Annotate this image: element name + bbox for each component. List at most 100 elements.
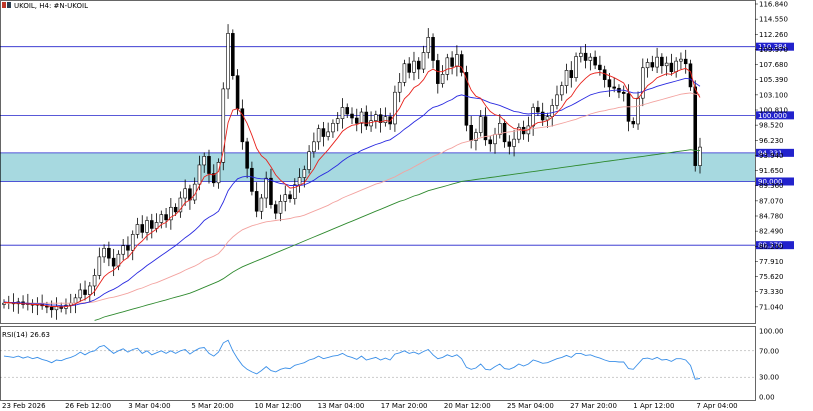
candle-body [426,37,431,53]
support-zone [0,152,755,182]
y-tick-label: 107.680 [759,61,788,69]
candle-body [579,52,583,57]
level-tag-label: 100.000 [758,112,787,120]
candle-body [354,117,359,124]
price-panel-frame [0,0,756,324]
candle-body [464,72,469,126]
candle-body [645,62,650,69]
candle-body [612,86,616,89]
candle-body [350,113,354,119]
y-tick-label: 84.780 [759,213,784,221]
candle-body [302,169,307,178]
y-tick-label: 75.620 [759,273,784,281]
level-tag-label: 110.384 [758,43,787,51]
x-tick-label: 27 Mar 20:00 [570,402,617,410]
y-tick-label: 93.940 [759,152,784,160]
candle-body [83,289,87,295]
rsi-axis-label: 100.00 [759,328,784,336]
candle-body [240,108,245,143]
ma-green-line [94,149,700,321]
candle-body [178,197,183,213]
level-tag-label: 90.000 [758,178,783,186]
candle-body [293,184,297,199]
candle-body [378,114,383,123]
y-tick-label: 73.330 [759,288,784,296]
candle-body [450,57,454,67]
y-tick-label: 100.810 [759,107,788,115]
candle-body [536,107,540,113]
y-tick-label: 105.390 [759,76,788,84]
y-tick-label: 89.360 [759,182,784,190]
ma-red-line [4,65,701,308]
candle-body [698,146,702,166]
candle-body [88,285,92,295]
y-tick-label: 82.490 [759,228,784,236]
candle-body [559,85,564,96]
candle-body [455,54,459,67]
candle-body [641,67,645,99]
candle-body [650,62,655,68]
x-tick-label: 1 Apr 12:00 [633,402,674,410]
x-tick-label: 17 Mar 20:00 [381,402,428,410]
candle-body [269,177,273,205]
candle-body [326,131,330,137]
candle-body [564,70,569,86]
y-tick-label: 109.970 [759,46,788,54]
ma-pink-line [4,92,701,304]
candle-body [679,58,683,62]
candle-body [474,132,478,141]
y-tick-label: 80.200 [759,243,784,251]
candle-body [307,151,311,170]
candle-body [631,121,636,125]
level-tag [756,111,794,120]
candle-body [135,224,140,235]
candle-body [202,156,206,166]
candle-body [316,128,321,143]
candle-body [388,116,392,125]
x-tick-label: 3 Mar 04:00 [128,402,170,410]
rsi-panel[interactable] [0,339,755,380]
candle-body [488,139,493,145]
candle-body [583,52,588,61]
candle-body [254,191,259,212]
candle-body [231,33,235,76]
candle-body [383,116,388,123]
rsi-axis-label: 0.00 [759,394,775,402]
candle-body [512,138,516,147]
candle-body [397,81,402,93]
candle-body [92,275,97,287]
level-tag [756,148,794,157]
candle-body [278,201,283,214]
candle-body [483,116,488,141]
x-tick-label: 20 Mar 12:00 [444,402,491,410]
candle-body [283,194,288,202]
candle-body [107,247,111,259]
candle-body [574,56,578,78]
candle-body [636,97,640,125]
candle-body [683,58,688,65]
candle-body [598,64,602,71]
x-tick-label: 13 Mar 04:00 [318,402,365,410]
candle-body [507,141,512,147]
candle-body [159,214,164,223]
candle-body [545,116,550,121]
candle-body [173,206,178,213]
candle-body [140,224,145,233]
price-panel[interactable] [0,24,755,321]
candle-body [164,214,168,221]
candle-body [588,56,593,61]
candle-body [674,60,678,73]
rsi-panel-frame [0,326,756,401]
candle-body [374,114,378,121]
candle-body [393,91,397,125]
candle-body [126,245,130,251]
chart-type-icon [2,2,11,8]
axes: 110.384 100.000 94.331 90.000 80.370 116.840 1… [0,0,794,410]
x-tick-label: 7 Apr 04:00 [696,402,737,410]
candle-body [288,194,292,199]
candle-body [469,124,473,141]
candle-body [297,177,302,186]
candle-body [421,52,426,70]
candle-body [364,111,369,127]
